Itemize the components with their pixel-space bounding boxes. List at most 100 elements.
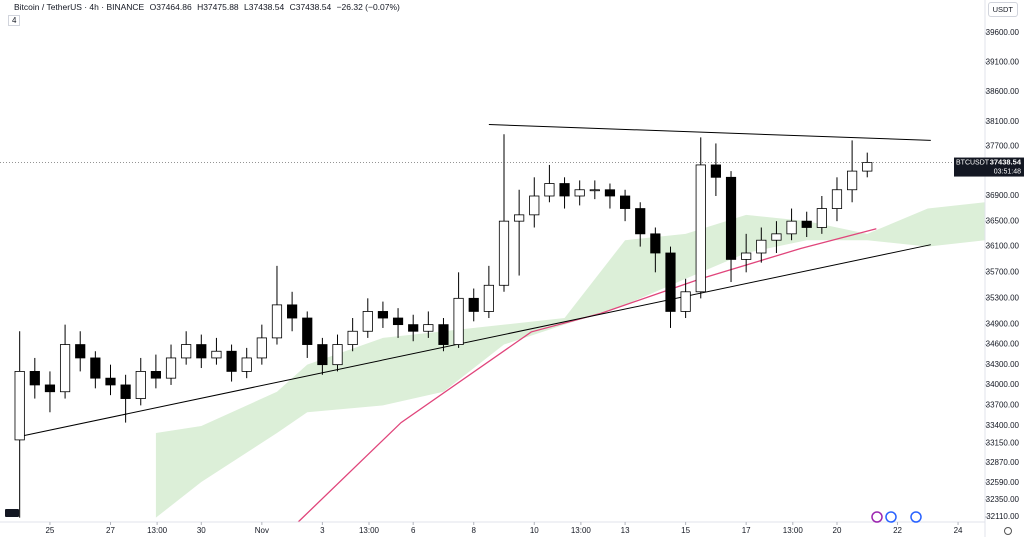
candle-body [196, 344, 207, 359]
candle-body [377, 311, 389, 319]
candle [544, 164, 555, 203]
candle [44, 371, 56, 413]
candle [226, 344, 237, 382]
candle-body [287, 304, 298, 319]
close-label: C37438.54 [289, 2, 332, 12]
price-axis-bg [985, 0, 1024, 537]
candle [665, 246, 676, 328]
y-tick-label: 36500.00 [986, 216, 1020, 225]
candle-body [710, 164, 721, 178]
y-tick-label: 38600.00 [986, 87, 1020, 96]
x-tick-label: 17 [742, 526, 751, 535]
candle [165, 344, 177, 385]
candle-body [680, 291, 691, 312]
candle [529, 177, 540, 228]
candle-body [604, 189, 616, 197]
candle-body [695, 164, 706, 293]
candle [287, 291, 298, 332]
x-tick-label: 25 [45, 526, 54, 535]
candle-body [29, 371, 40, 386]
candle [756, 227, 767, 263]
ichimoku-cloud [155, 202, 985, 518]
candle [14, 331, 25, 518]
candle [559, 177, 570, 209]
candle [635, 202, 646, 247]
candle-body [392, 317, 404, 326]
candle-body [498, 220, 510, 286]
price-label-bg [954, 157, 1024, 177]
candle-body [408, 324, 419, 332]
candle [468, 288, 479, 322]
price-label-value: 37438.54 [990, 158, 1022, 167]
candle [271, 265, 283, 345]
candle [150, 354, 161, 389]
candle [453, 272, 464, 348]
candle [241, 347, 252, 379]
candle-body [211, 350, 222, 359]
price-label-symbol: BTCUSDT [956, 159, 990, 166]
x-tick-label: 13 [621, 526, 630, 535]
x-tick-label: 10 [530, 526, 539, 535]
symbol-header: Bitcoin / TetherUS · 4h · BINANCE O37464… [14, 2, 403, 12]
candle-body [75, 344, 86, 359]
x-tick-label: 6 [411, 526, 416, 535]
candle [786, 208, 797, 241]
tv-logo [5, 509, 19, 517]
candle [650, 227, 661, 273]
y-tick-label: 36900.00 [986, 191, 1020, 200]
candle [862, 152, 873, 178]
x-tick-label: 13:00 [783, 526, 804, 535]
candle-body [589, 189, 600, 192]
candle-body [14, 371, 25, 441]
x-tick-label: 13:00 [147, 526, 168, 535]
candle [589, 180, 600, 200]
candle-body [559, 183, 570, 197]
candle [619, 189, 631, 222]
indicator-count[interactable]: 4 [8, 15, 21, 26]
y-tick-label: 39600.00 [986, 28, 1020, 37]
candle [135, 357, 146, 406]
y-tick-label: 36100.00 [986, 242, 1020, 251]
candle-body [150, 371, 161, 379]
candle [196, 334, 207, 369]
candle-body [453, 297, 464, 345]
candle-body [756, 239, 767, 254]
candle-body [468, 297, 479, 312]
candle-body [105, 377, 116, 386]
trendline [488, 124, 931, 141]
candle [377, 301, 389, 328]
candle [317, 337, 328, 375]
candle-body [514, 214, 525, 222]
candle-body [59, 344, 71, 393]
candle-body [650, 233, 661, 254]
change-label: −26.32 (−0.07%) [336, 2, 400, 12]
y-tick-label: 39100.00 [986, 57, 1020, 66]
x-tick-label: 22 [893, 526, 902, 535]
candle [181, 331, 192, 365]
x-tick-label: 20 [833, 526, 842, 535]
candle [90, 351, 101, 389]
candle [211, 337, 222, 365]
currency-button[interactable]: USDT [987, 2, 1018, 17]
candle-body [271, 304, 283, 339]
candle [362, 298, 373, 338]
settings-icon [1004, 527, 1012, 535]
y-tick-label: 34900.00 [986, 320, 1020, 329]
y-tick-label: 32590.00 [986, 478, 1020, 487]
candle-body [483, 284, 494, 312]
candle-body [635, 208, 646, 235]
candle [847, 140, 858, 203]
candle-body [347, 330, 358, 345]
candle [59, 324, 71, 399]
candle-body [44, 384, 56, 393]
candle [498, 134, 510, 292]
x-tick-label: 13:00 [571, 526, 592, 535]
candle [725, 171, 737, 283]
candle-body [801, 220, 812, 228]
candle-body [181, 344, 192, 359]
x-tick-label: 24 [954, 526, 963, 535]
candle-body [256, 337, 267, 359]
moving-average [297, 228, 877, 523]
symbol[interactable]: Bitcoin / TetherUS · 4h · BINANCE [14, 2, 145, 12]
trendline [16, 244, 931, 438]
